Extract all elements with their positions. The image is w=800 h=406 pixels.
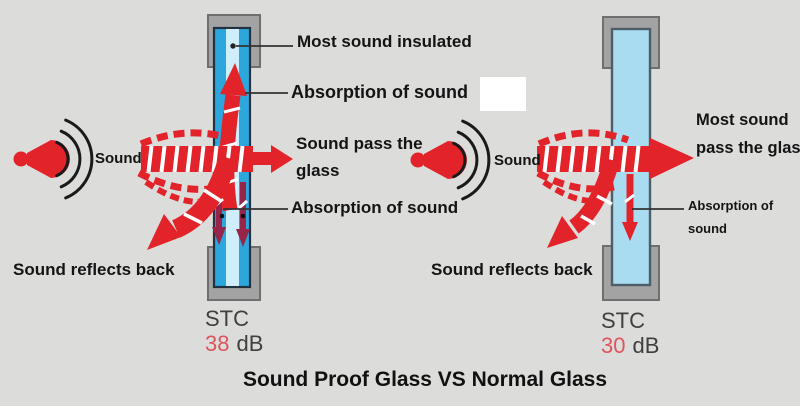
pointer-dot (230, 43, 236, 49)
label-absorption-top-left: Absorption of sound (291, 82, 468, 102)
stc-unit-left: dB (236, 331, 264, 356)
speaker-icon-left (12, 118, 94, 200)
label-most-sound-line1-right: Most sound (696, 111, 789, 129)
label-most-sound-line2-right: pass the glass (696, 139, 800, 157)
reflection-arrow-left (147, 155, 238, 250)
label-reflects-right: Sound reflects back (431, 260, 593, 279)
stc-label-right: STC (601, 308, 645, 333)
label-sound-left: Sound (95, 150, 142, 167)
stc-value-left: 38 (205, 331, 230, 356)
stc-value-right: 30 (601, 333, 626, 358)
reflection-arrow-right (547, 157, 620, 248)
absorption-down-arrow-right (622, 174, 638, 241)
label-most-sound-insulated: Most sound insulated (297, 32, 472, 51)
diagram-title: Sound Proof Glass VS Normal Glass (242, 368, 608, 391)
stc-label-left: STC (205, 306, 249, 331)
label-sound-right: Sound (494, 152, 541, 169)
stc-unit-right: dB (632, 333, 660, 358)
stc-rating-right: 30 dB (601, 333, 659, 359)
pointer-lines-left (223, 43, 293, 210)
white-patch (480, 77, 526, 111)
label-reflects-left: Sound reflects back (13, 260, 175, 279)
stc-rating-left: 38 dB (205, 331, 263, 357)
label-absorption-bottom-left: Absorption of sound (291, 198, 459, 217)
label-absorption-line2-right: sound (688, 221, 727, 236)
speaker-icon-right (409, 119, 491, 201)
label-absorption-line1-right: Absorption of (688, 198, 774, 213)
label-pass-line1-left: Sound pass the (296, 134, 423, 153)
label-pass-line2-left: glass (296, 161, 340, 180)
